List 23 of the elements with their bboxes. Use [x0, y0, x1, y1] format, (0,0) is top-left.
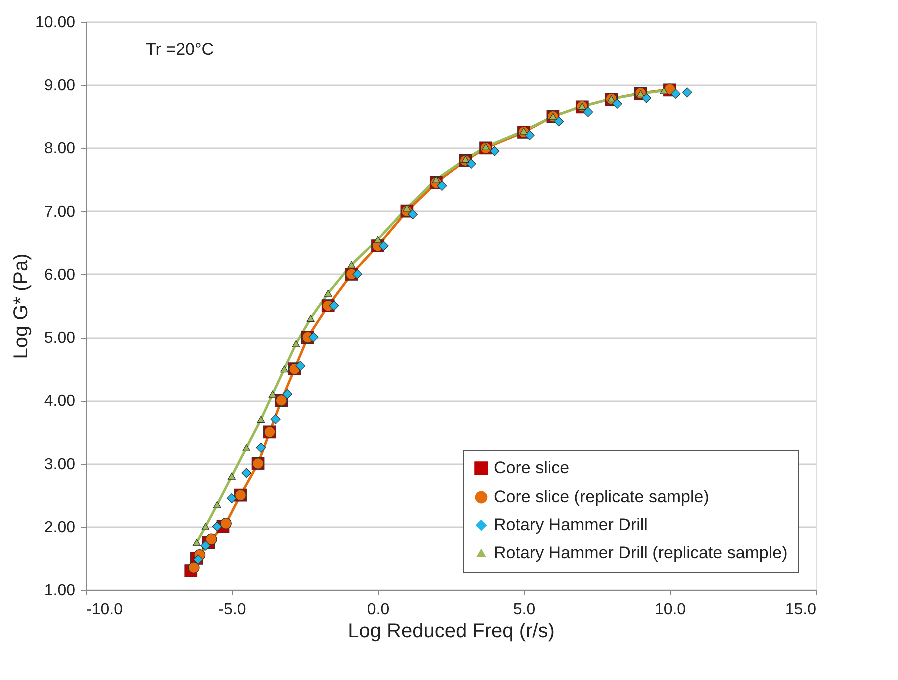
legend-label: Core slice — [494, 458, 570, 478]
y-tick-label: 7.00 — [44, 204, 76, 221]
y-tick-label: 6.00 — [44, 266, 76, 284]
legend-label: Rotary Hammer Drill — [494, 516, 648, 534]
legend-label: Rotary Hammer Drill (replicate sample) — [494, 544, 788, 562]
x-axis-title: Log Reduced Freq (r/s) — [348, 620, 555, 642]
y-axis-title: Log G* (Pa) — [10, 254, 32, 360]
legend-label: Core slice (replicate sample) — [494, 488, 710, 506]
y-tick-label: 9.00 — [44, 78, 76, 95]
x-tick-label: 0.0 — [367, 602, 390, 618]
x-tick-label: 15.0 — [785, 602, 817, 618]
y-tick-label: 2.00 — [44, 519, 76, 536]
y-tick-label: 8.00 — [44, 140, 76, 158]
x-tick-label: 5.0 — [513, 602, 536, 618]
x-tick-label: -5.0 — [218, 602, 246, 618]
y-tick-label: 5.00 — [44, 330, 76, 348]
y-tick-label: 3.00 — [44, 456, 76, 474]
y-tick-label: 10.00 — [35, 14, 76, 32]
x-tick-label: -10.0 — [86, 602, 124, 618]
y-tick-label: 4.00 — [44, 393, 76, 410]
x-tick-label: 10.0 — [654, 602, 686, 618]
annotation: Tr =20°C — [146, 40, 214, 59]
y-tick-label: 1.00 — [44, 582, 76, 600]
